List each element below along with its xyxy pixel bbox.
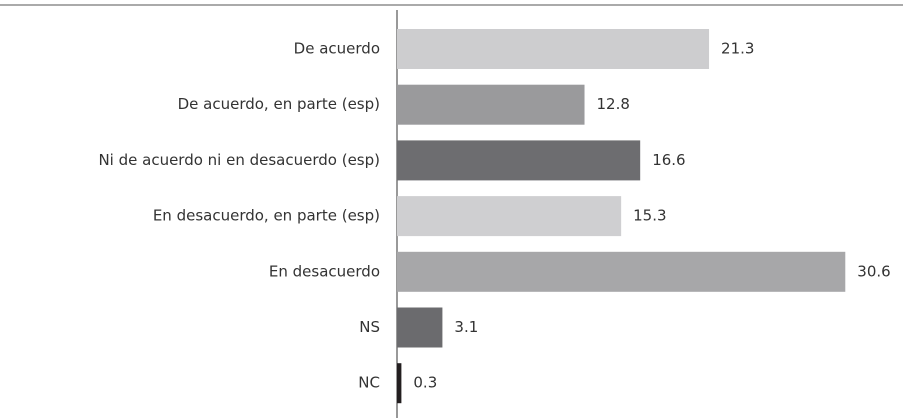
category-label: NS — [359, 318, 380, 336]
category-label: Ni de acuerdo ni en desacuerdo (esp) — [98, 151, 380, 169]
value-label: 21.3 — [721, 40, 754, 58]
value-label: 16.6 — [652, 151, 685, 169]
value-label: 3.1 — [454, 318, 478, 336]
bar — [397, 196, 622, 237]
category-label: De acuerdo — [294, 40, 380, 58]
bar — [397, 251, 846, 292]
bar — [397, 140, 641, 181]
bar — [397, 363, 402, 404]
value-label: 30.6 — [857, 262, 890, 280]
value-label: 0.3 — [413, 374, 437, 392]
bar — [397, 84, 585, 125]
category-label: En desacuerdo — [269, 262, 380, 280]
category-label: En desacuerdo, en parte (esp) — [153, 207, 380, 225]
category-label: NC — [358, 374, 380, 392]
bar — [397, 307, 443, 348]
bar — [397, 29, 710, 69]
value-label: 15.3 — [633, 207, 666, 225]
value-label: 12.8 — [597, 95, 630, 113]
category-label: De acuerdo, en parte (esp) — [178, 95, 380, 113]
